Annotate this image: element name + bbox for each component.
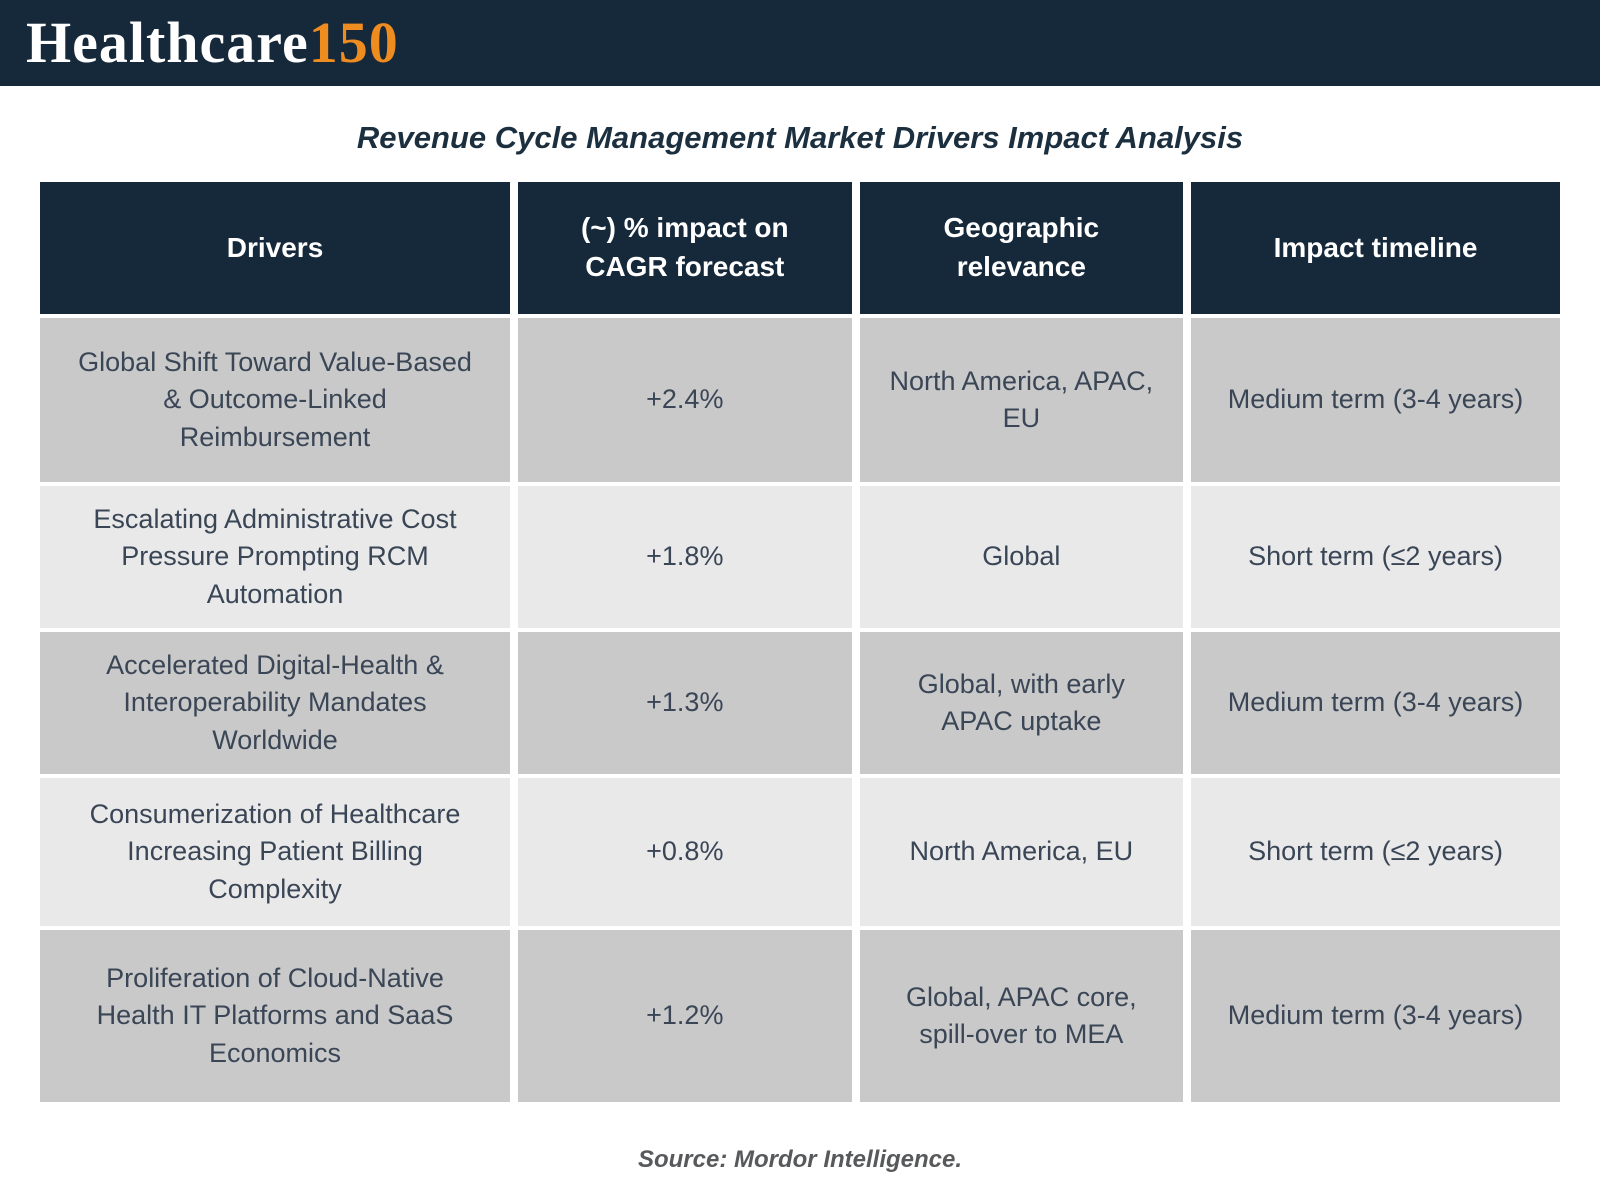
- table-cell-impact: +2.4%: [518, 318, 852, 482]
- table-cell-impact: +1.3%: [518, 632, 852, 774]
- table-cell-timeline: Medium term (3-4 years): [1191, 318, 1560, 482]
- brand-logo-accent: 150: [308, 10, 399, 75]
- table-cell-geo: North America, EU: [859, 778, 1184, 926]
- table-cell-geo: Global: [859, 486, 1184, 628]
- table-cell-impact: +0.8%: [518, 778, 852, 926]
- table-cell-driver: Global Shift Toward Value-Based & Outcom…: [40, 318, 511, 482]
- drivers-table: Drivers (~) % impact on CAGR forecast Ge…: [40, 182, 1560, 1102]
- table-cell-impact: +1.8%: [518, 486, 852, 628]
- table-cell-timeline: Short term (≤2 years): [1191, 778, 1560, 926]
- table-cell-driver: Proliferation of Cloud-Native Health IT …: [40, 930, 511, 1102]
- table-cell-geo: Global, with early APAC uptake: [859, 632, 1184, 774]
- column-header-drivers: Drivers: [40, 182, 511, 314]
- table-cell-timeline: Short term (≤2 years): [1191, 486, 1560, 628]
- column-header-impact-timeline: Impact timeline: [1191, 182, 1560, 314]
- header-bar: Healthcare150: [0, 0, 1600, 86]
- brand-logo: Healthcare150: [26, 14, 399, 72]
- table-cell-driver: Accelerated Digital-Health & Interoperab…: [40, 632, 511, 774]
- page-title: Revenue Cycle Management Market Drivers …: [356, 120, 1244, 155]
- column-header-geographic-relevance: Geographic relevance: [859, 182, 1184, 314]
- table-cell-timeline: Medium term (3-4 years): [1191, 632, 1560, 774]
- table-cell-geo: North America, APAC, EU: [859, 318, 1184, 482]
- table-cell-impact: +1.2%: [518, 930, 852, 1102]
- table-cell-geo: Global, APAC core, spill-over to MEA: [859, 930, 1184, 1102]
- table-cell-driver: Escalating Administrative Cost Pressure …: [40, 486, 511, 628]
- brand-logo-main: Healthcare: [26, 10, 309, 75]
- table-cell-driver: Consumerization of Healthcare Increasing…: [40, 778, 511, 926]
- column-header-impact: (~) % impact on CAGR forecast: [518, 182, 852, 314]
- source-attribution: Source: Mordor Intelligence.: [637, 1146, 963, 1173]
- table-cell-timeline: Medium term (3-4 years): [1191, 930, 1560, 1102]
